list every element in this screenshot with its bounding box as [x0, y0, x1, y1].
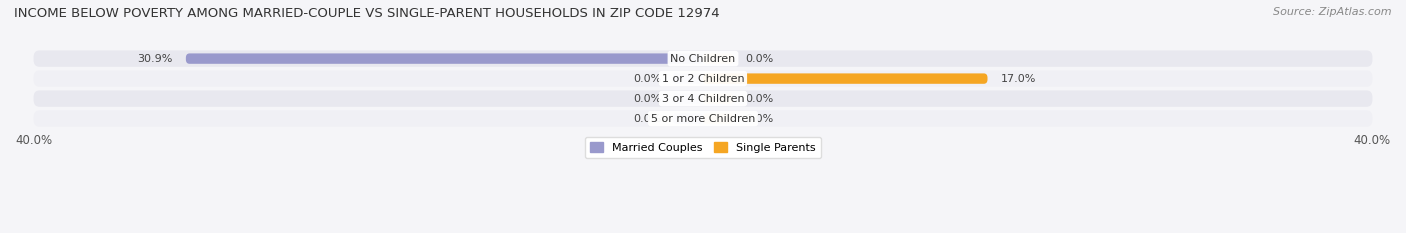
Text: 5 or more Children: 5 or more Children: [651, 113, 755, 123]
Text: 0.0%: 0.0%: [633, 94, 661, 104]
FancyBboxPatch shape: [673, 73, 703, 84]
Text: 0.0%: 0.0%: [745, 113, 773, 123]
FancyBboxPatch shape: [703, 113, 733, 124]
Text: 0.0%: 0.0%: [633, 74, 661, 84]
Text: INCOME BELOW POVERTY AMONG MARRIED-COUPLE VS SINGLE-PARENT HOUSEHOLDS IN ZIP COD: INCOME BELOW POVERTY AMONG MARRIED-COUPL…: [14, 7, 720, 20]
FancyBboxPatch shape: [34, 70, 1372, 87]
Text: No Children: No Children: [671, 54, 735, 64]
Text: 0.0%: 0.0%: [633, 113, 661, 123]
Legend: Married Couples, Single Parents: Married Couples, Single Parents: [585, 137, 821, 158]
Text: 0.0%: 0.0%: [745, 54, 773, 64]
FancyBboxPatch shape: [703, 53, 733, 64]
FancyBboxPatch shape: [673, 93, 703, 104]
Text: 17.0%: 17.0%: [1001, 74, 1036, 84]
FancyBboxPatch shape: [673, 113, 703, 124]
FancyBboxPatch shape: [34, 90, 1372, 107]
FancyBboxPatch shape: [703, 93, 733, 104]
Text: 30.9%: 30.9%: [138, 54, 173, 64]
Text: 3 or 4 Children: 3 or 4 Children: [662, 94, 744, 104]
FancyBboxPatch shape: [703, 73, 987, 84]
FancyBboxPatch shape: [34, 110, 1372, 127]
FancyBboxPatch shape: [186, 53, 703, 64]
Text: 1 or 2 Children: 1 or 2 Children: [662, 74, 744, 84]
Text: Source: ZipAtlas.com: Source: ZipAtlas.com: [1274, 7, 1392, 17]
Text: 0.0%: 0.0%: [745, 94, 773, 104]
FancyBboxPatch shape: [34, 50, 1372, 67]
